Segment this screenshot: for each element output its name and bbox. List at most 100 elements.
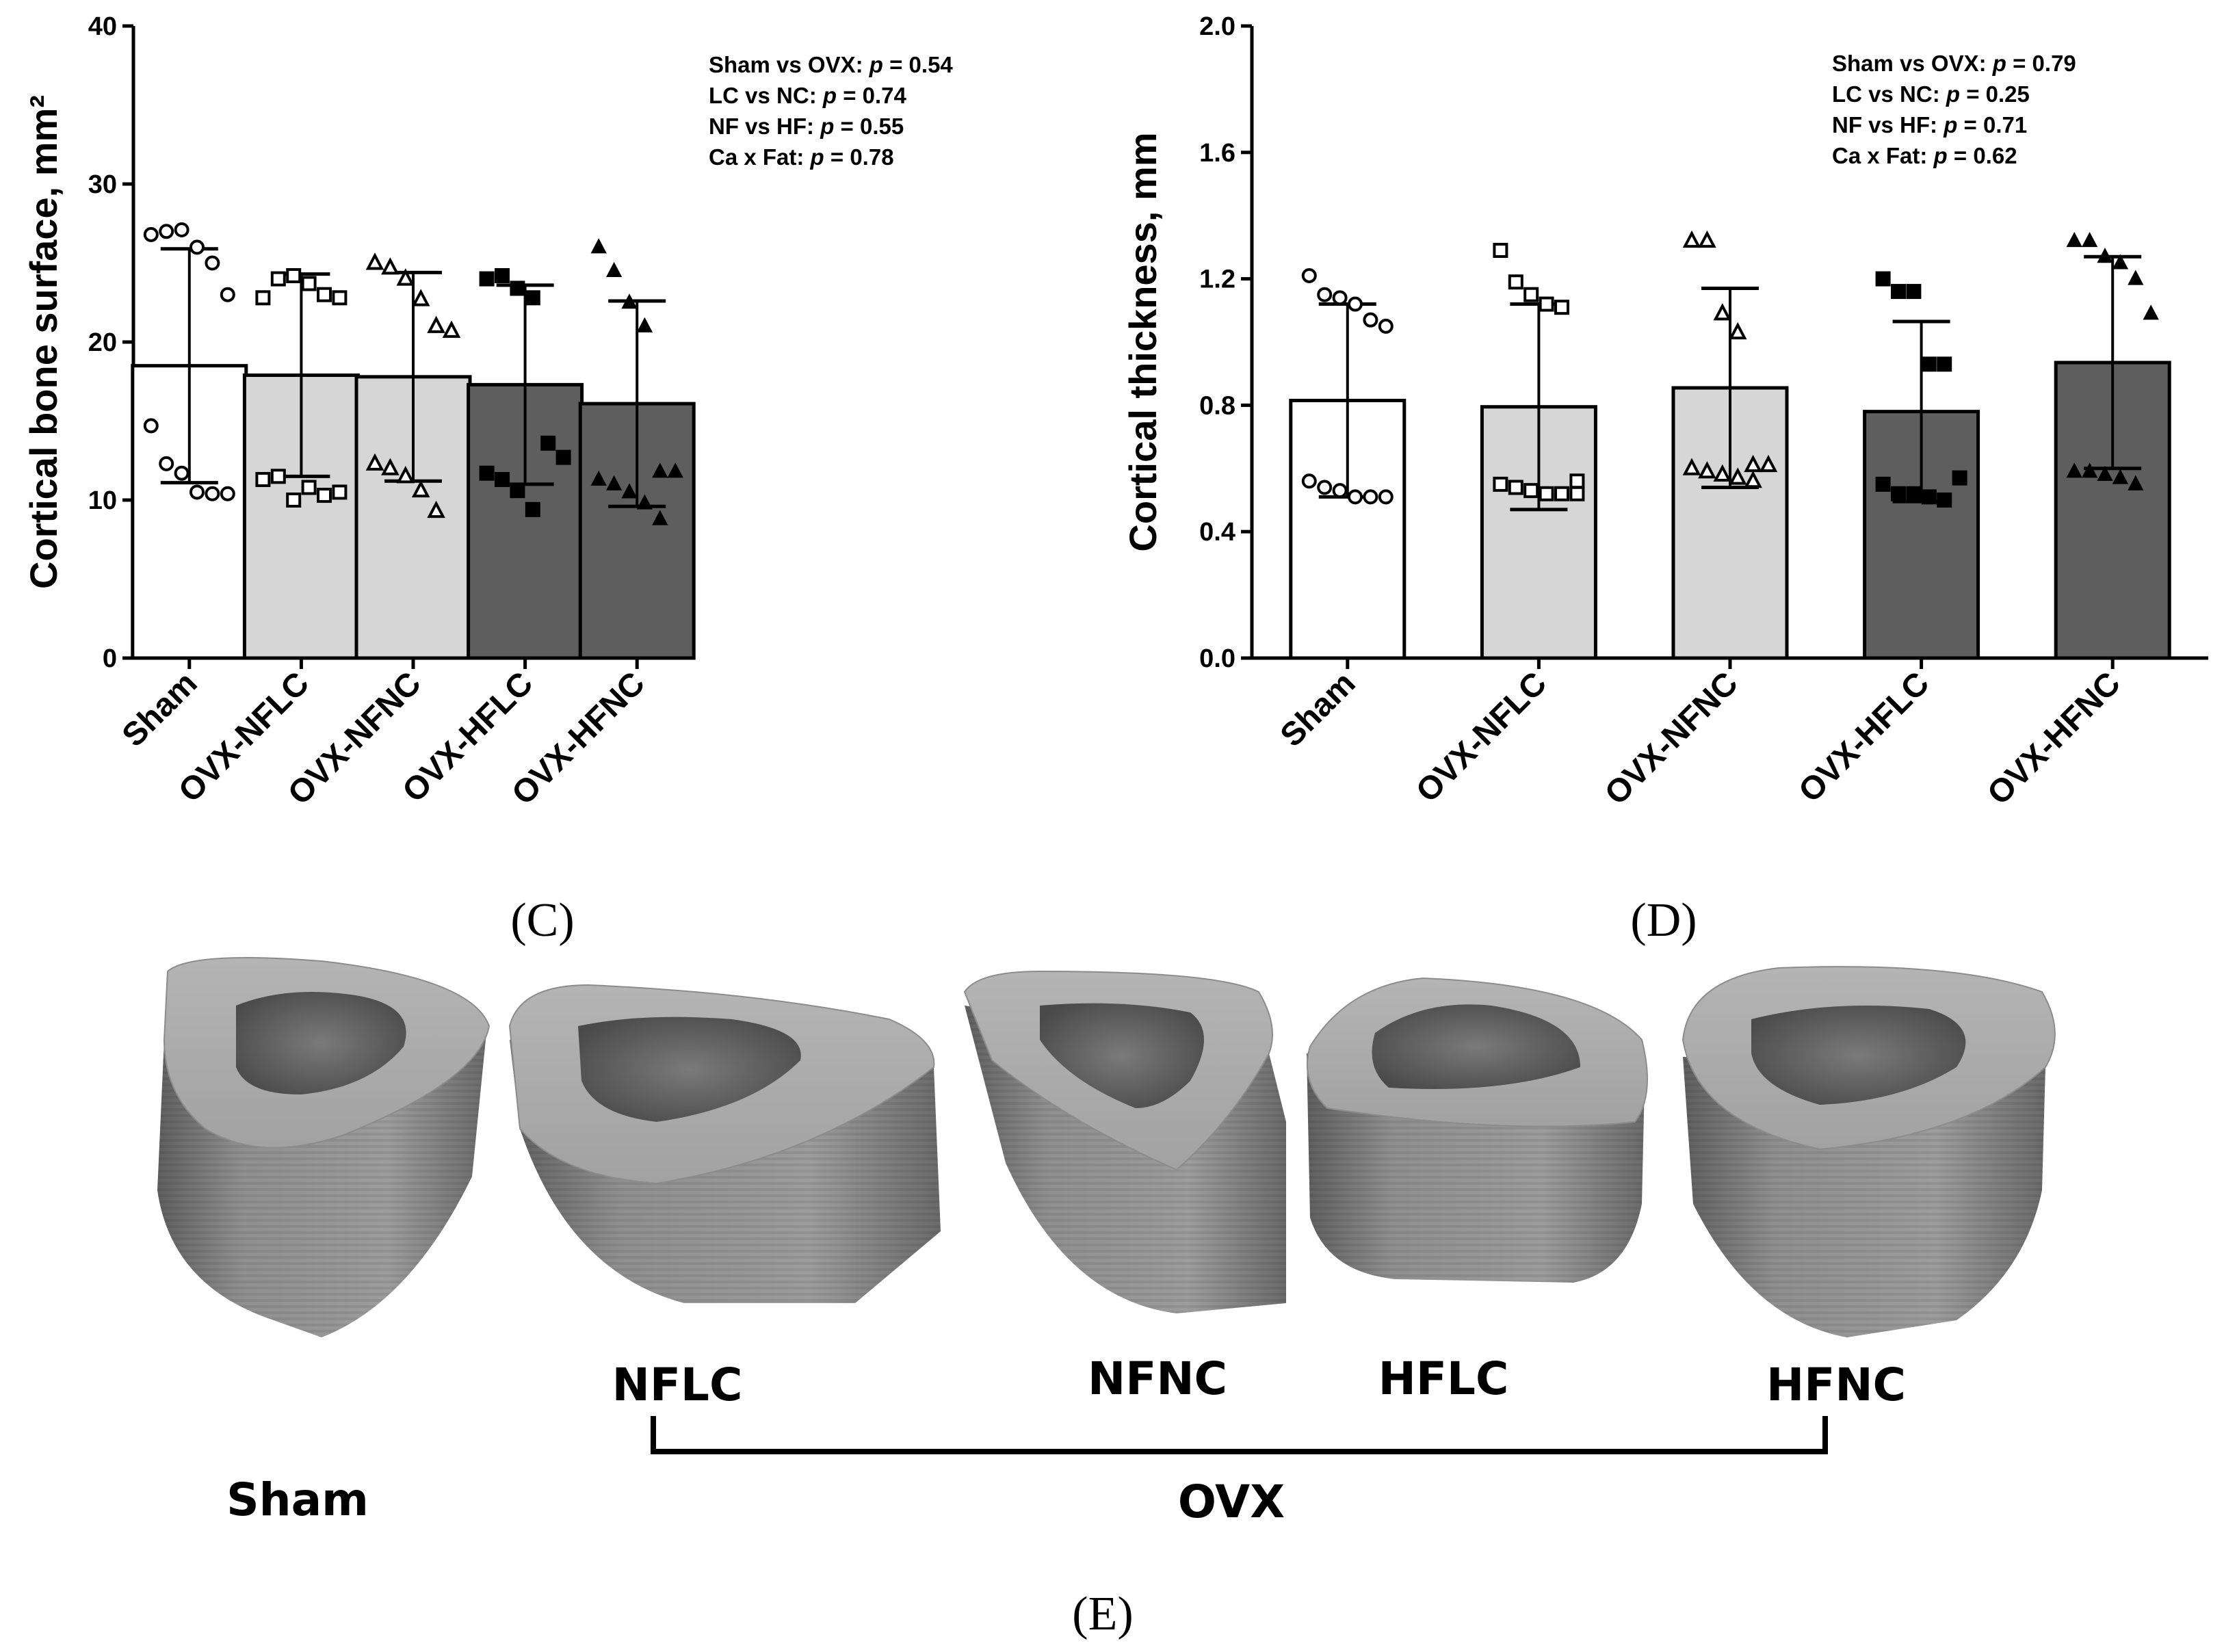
data-point (479, 465, 495, 481)
data-point (1921, 489, 1937, 505)
x-tick-label: Sham (116, 665, 205, 754)
y-tick-label: 0 (103, 644, 117, 673)
bone-hflc (1306, 977, 1648, 1283)
data-point (396, 466, 415, 484)
data-point (1698, 230, 1716, 248)
data-point (143, 226, 159, 242)
data-point (411, 289, 430, 306)
data-point (1891, 486, 1906, 501)
data-point (1937, 356, 1952, 372)
data-point (1569, 473, 1585, 489)
x-tick-label: OVX-HFLC (1792, 665, 1936, 809)
data-point (540, 435, 556, 451)
data-point (1682, 230, 1701, 248)
data-point (636, 317, 653, 332)
chart-cortical-thickness: 0.0 0.4 0.8 1.2 1.6 2.0 Cortical thickness, mm… (1121, 12, 2208, 947)
y-tick-label: 20 (88, 328, 117, 357)
data-point (1317, 480, 1333, 495)
y-tick-label: 2.0 (1199, 12, 1235, 41)
data-point (301, 276, 317, 291)
ovx-bracket (651, 1416, 1828, 1454)
data-point (255, 471, 271, 487)
data-point (1332, 290, 1348, 306)
data-point (1378, 489, 1394, 505)
data-point (365, 252, 384, 270)
data-point (189, 239, 205, 255)
data-point (396, 268, 415, 286)
data-point (555, 449, 571, 465)
data-point (1952, 470, 1967, 486)
data-point (652, 510, 668, 525)
x-tick-label: OVX-NFNC (1598, 665, 1745, 812)
data-point (2143, 304, 2159, 320)
data-point (286, 267, 302, 283)
bone-label-ovx: OVX (1178, 1476, 1285, 1528)
x-tick-label: OVX-HFNC (1980, 665, 2128, 812)
data-point (317, 287, 332, 302)
data-point (2066, 462, 2082, 478)
stat-line-1: Sham vs OVX: p = 0.79 (1832, 51, 2076, 76)
stat-line-2: LC vs NC: p = 0.74 (709, 83, 907, 108)
bone-label-hfnc: HFNC (1766, 1359, 1906, 1411)
panel-label-c: (C) (510, 894, 574, 947)
data-point (1759, 454, 1778, 473)
data-point (621, 483, 638, 499)
data-point (1554, 300, 1569, 315)
data-point (174, 465, 189, 481)
data-point (205, 255, 220, 271)
data-point (2097, 465, 2113, 482)
y-tick-label: 0.0 (1199, 644, 1235, 673)
data-point (143, 418, 159, 434)
stat-line-3: NF vs HF: p = 0.71 (1832, 112, 2027, 137)
data-point (1493, 476, 1508, 492)
data-point (1508, 480, 1523, 495)
data-point (2112, 254, 2129, 270)
data-point (1906, 486, 1922, 501)
data-point (2097, 248, 2113, 263)
data-point (1713, 464, 1732, 482)
y-tick-label: 40 (88, 12, 117, 41)
data-point (2128, 475, 2144, 490)
stat-line-4: Ca x Fat: p = 0.62 (1832, 143, 2017, 168)
bone-renderings: NFLC NFNC HFLC HFNC Sham OVX (E) (157, 957, 2056, 1640)
data-point (1348, 489, 1363, 505)
data-point (1539, 486, 1554, 501)
data-point (1348, 296, 1363, 312)
y-axis-title: Cortical bone surface, mm² (22, 95, 65, 589)
data-point (301, 480, 317, 495)
data-point (525, 501, 540, 517)
y-tick-label: 1.6 (1199, 139, 1235, 168)
data-point (427, 500, 445, 519)
data-point (1569, 486, 1585, 501)
bone-nfnc (963, 970, 1286, 1313)
data-point (510, 483, 525, 499)
data-point (286, 493, 302, 508)
data-point (2081, 462, 2098, 478)
panel-label-d: (D) (1630, 894, 1697, 947)
data-point (270, 271, 286, 287)
data-point (1875, 476, 1891, 492)
data-point (1363, 312, 1378, 328)
data-point (1728, 322, 1747, 340)
data-point (1493, 243, 1508, 259)
data-point (1875, 271, 1891, 287)
y-tick-label: 0.4 (1199, 518, 1235, 547)
data-point (365, 453, 384, 471)
data-point (2128, 270, 2144, 285)
bone-nflc (508, 984, 941, 1303)
data-point (2081, 232, 2098, 248)
bone-hfnc (1682, 966, 2056, 1337)
data-point (1301, 267, 1317, 283)
bone-label-nflc: NFLC (612, 1359, 743, 1411)
data-point (159, 224, 174, 239)
data-point (1523, 287, 1539, 302)
bone-label-hflc: HFLC (1378, 1352, 1509, 1405)
data-point (332, 290, 348, 306)
data-point (1523, 483, 1539, 499)
bone-label-nfnc: NFNC (1088, 1352, 1227, 1405)
data-point (332, 484, 348, 500)
data-point (1508, 274, 1523, 290)
data-point (220, 486, 235, 501)
data-point (667, 462, 683, 478)
data-point (495, 471, 510, 487)
